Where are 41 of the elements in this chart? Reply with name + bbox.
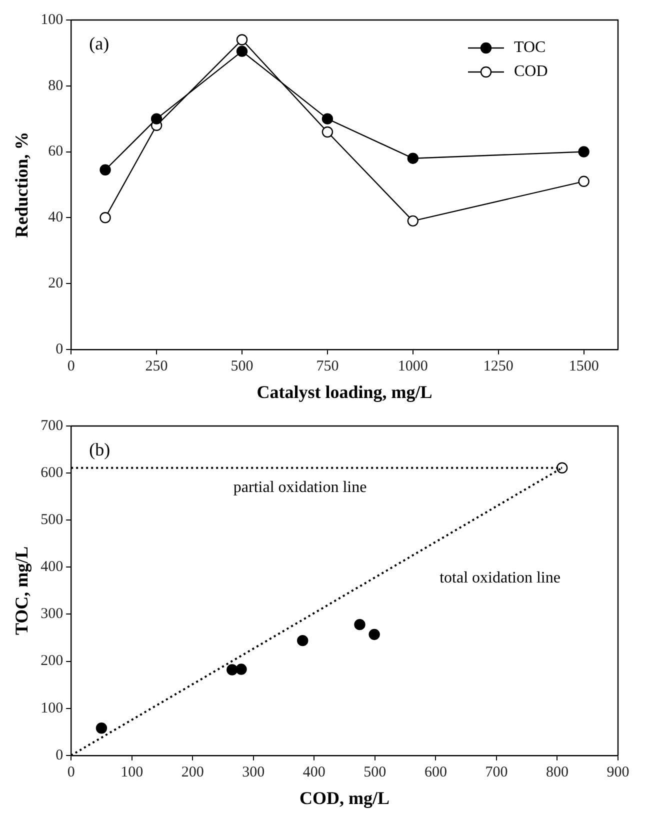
y-tick-label: 600 [40,464,64,481]
y-tick-label: 40 [48,210,64,226]
x-tick-label: 1500 [568,358,599,374]
x-tick-label: 600 [424,764,447,780]
y-tick-label: 0 [56,341,64,358]
annotation: (b) [89,440,110,460]
x-tick-label: 200 [181,764,204,780]
x-tick-label: 1000 [398,358,428,374]
x-tick-label: 0 [67,764,75,780]
x-axis-title: Catalyst loading, mg/L [256,382,432,402]
x-tick-label: 1250 [483,358,514,374]
x-tick-label: 800 [546,764,568,780]
x-tick-label: 500 [230,358,254,374]
x-tick-label: 100 [120,764,144,780]
x-tick-label: 900 [606,764,630,780]
x-tick-label: 0 [67,358,75,374]
y-tick-label: 80 [48,78,64,94]
y-tick-label: 0 [56,747,64,764]
y-tick-label: 700 [40,418,64,434]
x-tick-label: 250 [145,358,168,374]
y-tick-label: 200 [40,653,64,670]
x-tick-label: 400 [302,764,326,780]
y-tick-label: 20 [48,275,64,292]
y-tick-label: 100 [40,12,64,28]
y-tick-label: 300 [40,606,64,622]
y-axis-title: TOC, mg/L [11,546,32,636]
legend-label: COD [514,63,548,80]
x-axis-title: COD, mg/L [300,788,390,808]
x-tick-label: 700 [485,764,508,780]
series-label: partial oxidation line [233,479,367,496]
x-tick-label: 500 [364,764,386,780]
annotation: (a) [89,34,110,54]
series-label: total oxidation line [440,570,560,587]
y-axis-title: Reduction, % [11,132,32,238]
x-tick-label: 750 [316,358,339,374]
y-tick-label: 100 [40,700,64,716]
x-tick-label: 300 [242,764,265,780]
y-tick-label: 500 [40,512,64,528]
y-tick-label: 400 [40,559,64,576]
y-tick-label: 60 [48,144,64,160]
legend-label: TOC [514,39,546,56]
